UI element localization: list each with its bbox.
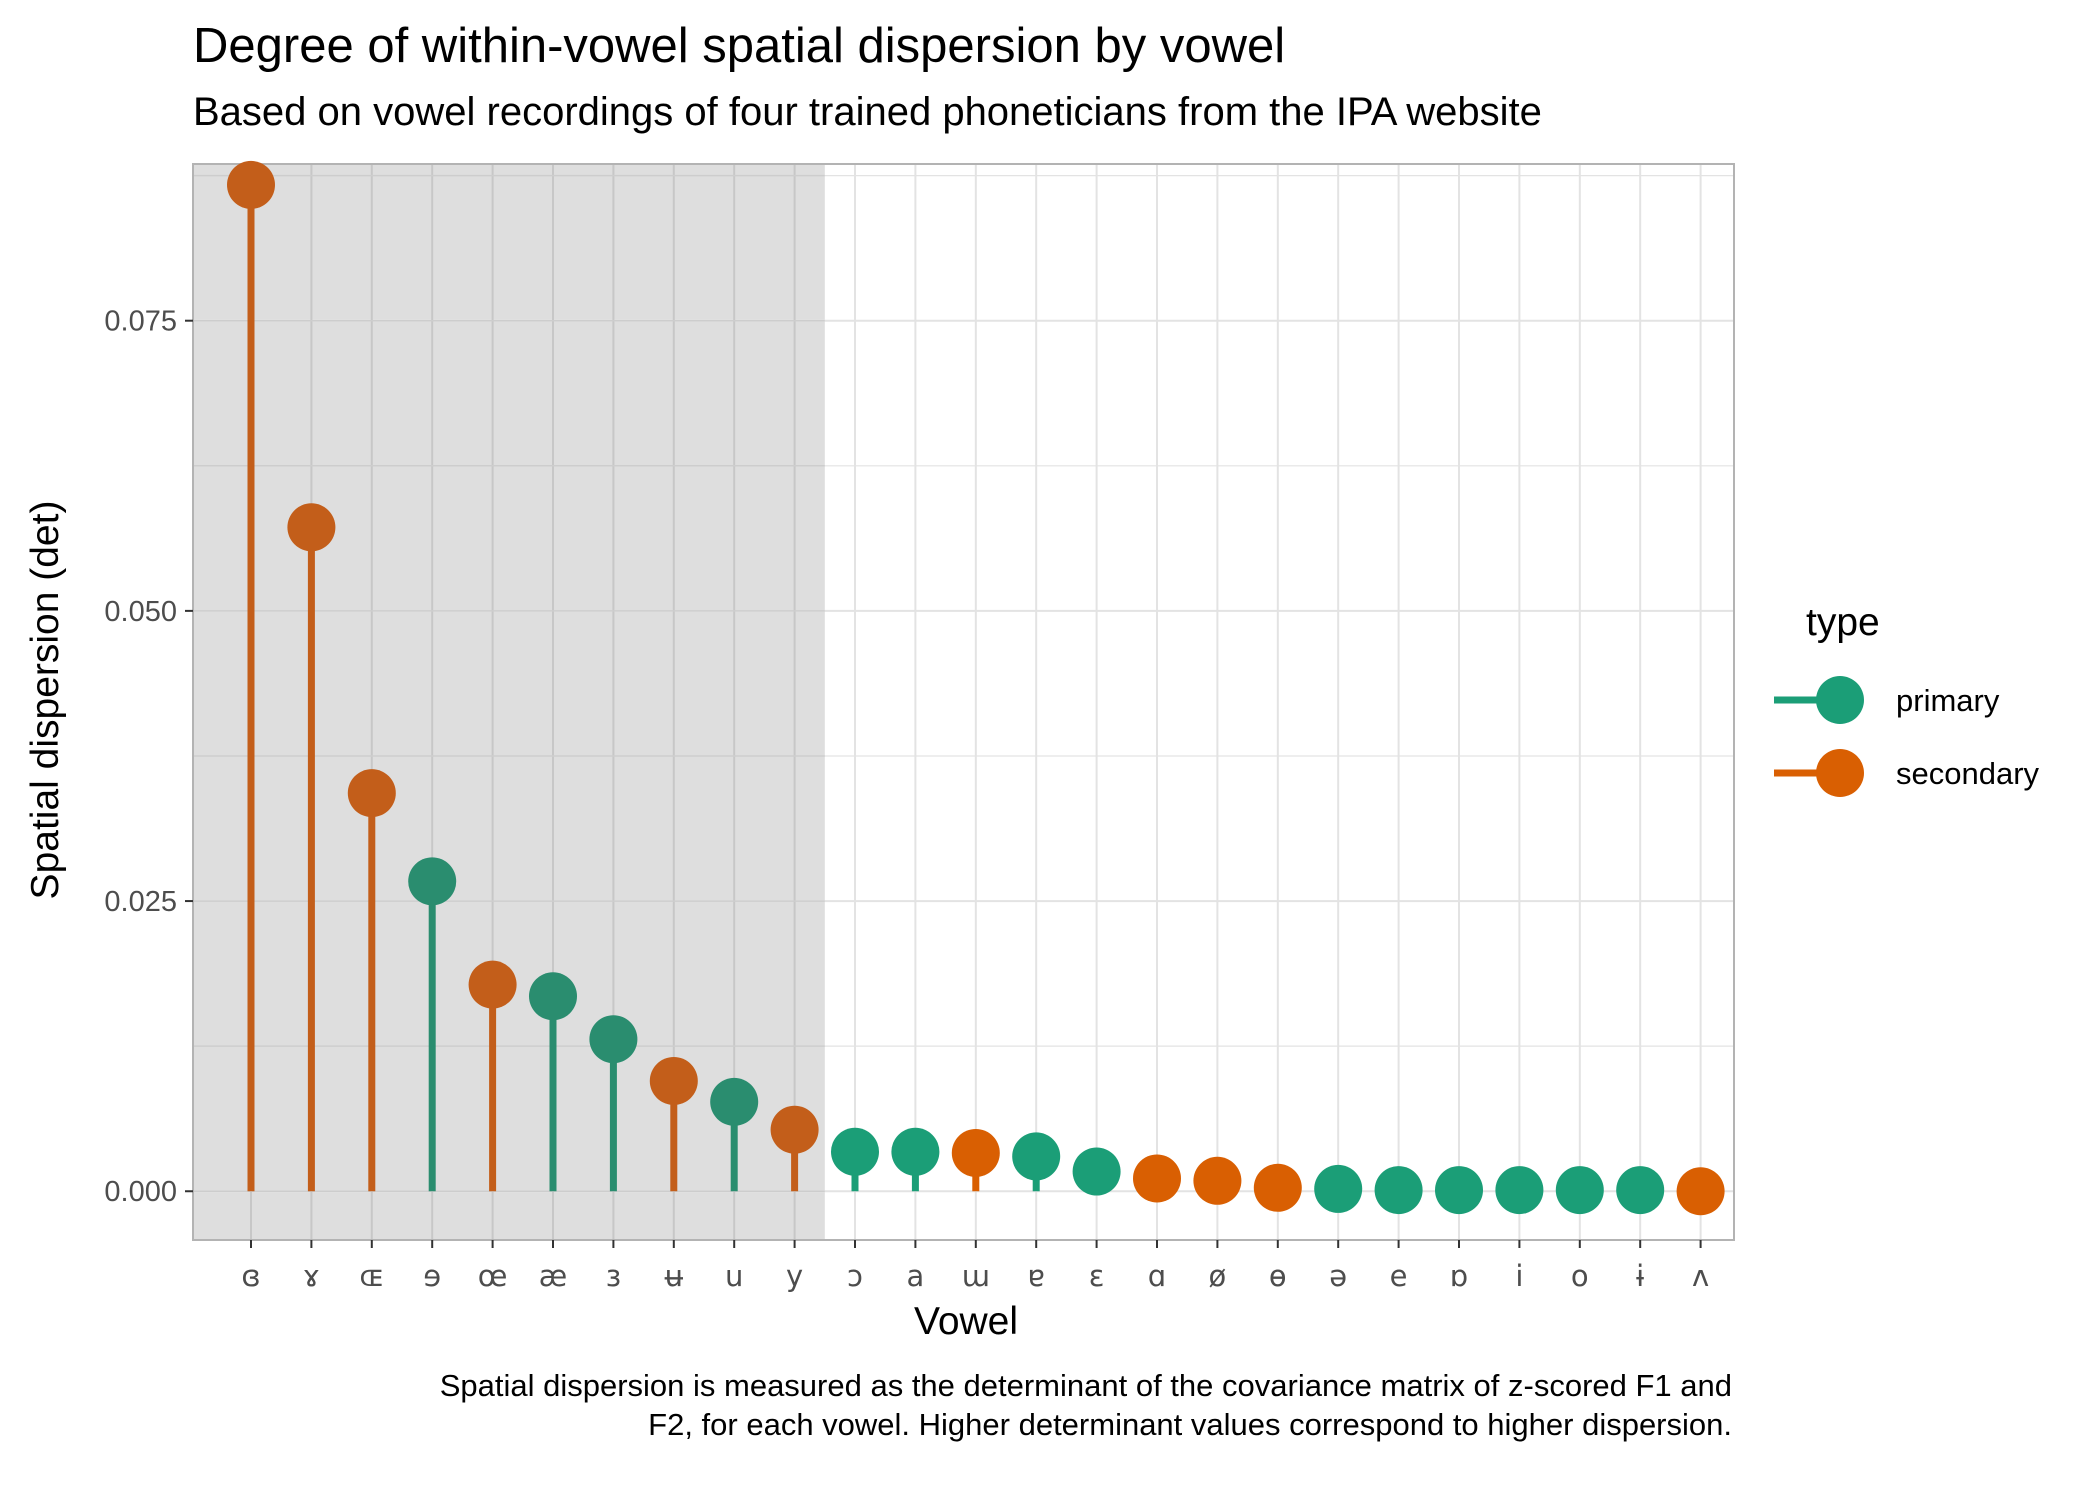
x-tick-label: œ [478, 1259, 508, 1293]
point-23 [1616, 1166, 1665, 1215]
x-tick-label: ɜ [606, 1259, 621, 1293]
point-9 [770, 1105, 819, 1154]
point-12 [951, 1128, 1000, 1177]
point-13 [1012, 1132, 1061, 1181]
legend-label-secondary: secondary [1896, 756, 2040, 791]
point-16 [1193, 1156, 1242, 1205]
x-tick-label: y [786, 1259, 803, 1293]
point-17 [1253, 1163, 1302, 1212]
x-tick-label: ɑ [1148, 1259, 1166, 1293]
x-tick-label: ɐ [1027, 1259, 1044, 1293]
point-4 [468, 960, 517, 1009]
x-tick-label: ɤ [303, 1259, 320, 1293]
legend-label-primary: primary [1896, 683, 2000, 718]
point-6 [589, 1015, 638, 1064]
point-5 [529, 972, 577, 1021]
chart-caption: Spatial dispersion is measured as the de… [439, 1368, 1732, 1442]
y-axis-title: Spatial dispersion (det) [24, 501, 67, 900]
y-tick-label: 0.000 [104, 1176, 177, 1208]
legend-item-secondary: secondary [1774, 749, 2040, 797]
x-tick-label: ɞ [241, 1259, 260, 1293]
x-tick-label: æ [539, 1259, 567, 1293]
highlight-band-layer [193, 164, 825, 1240]
x-tick-label: e [1390, 1259, 1408, 1293]
point-18 [1314, 1164, 1363, 1213]
x-tick-label: ɯ [962, 1259, 990, 1293]
panel-border [192, 163, 1735, 1241]
x-tick-label: ɨ [1636, 1259, 1644, 1293]
x-tick-label: ʌ [1692, 1259, 1709, 1293]
x-tick-label: ʉ [665, 1259, 684, 1293]
x-tick-label: ɘ [423, 1259, 441, 1293]
point-0 [227, 160, 275, 209]
legend-item-primary: primary [1774, 676, 2000, 724]
x-axis-title: Vowel [914, 1300, 1018, 1343]
point-21 [1495, 1166, 1544, 1215]
chart-subtitle: Based on vowel recordings of four traine… [193, 90, 1542, 134]
point-24 [1676, 1167, 1725, 1216]
y-axis-ticks: 0.000 0.025 0.050 0.075 [104, 306, 193, 1208]
x-tick-label: ɵ [1269, 1259, 1287, 1293]
x-tick-label: u [725, 1259, 743, 1293]
point-19 [1374, 1166, 1423, 1215]
x-tick-label: ɔ [847, 1259, 863, 1293]
point-7 [649, 1056, 698, 1105]
point-14 [1072, 1147, 1121, 1196]
x-tick-label: ɒ [1450, 1259, 1468, 1293]
point-2 [347, 769, 396, 818]
point-20 [1435, 1166, 1483, 1215]
point-10 [831, 1127, 879, 1176]
x-tick-label: ɛ [1089, 1259, 1105, 1293]
y-tick-label: 0.025 [104, 886, 177, 918]
y-tick-label: 0.075 [104, 306, 177, 338]
y-tick-label: 0.050 [104, 596, 177, 628]
point-1 [287, 503, 336, 552]
x-tick-label: ɶ [359, 1259, 384, 1293]
legend-title: type [1806, 601, 1880, 644]
panel-border-layer [192, 163, 1735, 1241]
chart-title: Degree of within-vowel spatial dispersio… [193, 19, 1286, 73]
x-tick-label: a [907, 1259, 925, 1293]
point-15 [1133, 1154, 1181, 1203]
x-tick-label: ø [1209, 1259, 1227, 1293]
highlight-band [193, 164, 825, 1240]
legend-key-dot-secondary [1816, 749, 1864, 797]
x-tick-label: i [1515, 1259, 1523, 1293]
point-11 [891, 1127, 940, 1176]
point-3 [408, 857, 457, 906]
x-tick-label: ə [1329, 1259, 1347, 1293]
point-8 [710, 1077, 759, 1126]
legend: type primary secondary [1774, 601, 2040, 797]
point-22 [1555, 1166, 1604, 1215]
x-tick-label: o [1571, 1259, 1589, 1293]
legend-key-dot-primary [1816, 676, 1864, 724]
marks-layer [227, 160, 1725, 1216]
